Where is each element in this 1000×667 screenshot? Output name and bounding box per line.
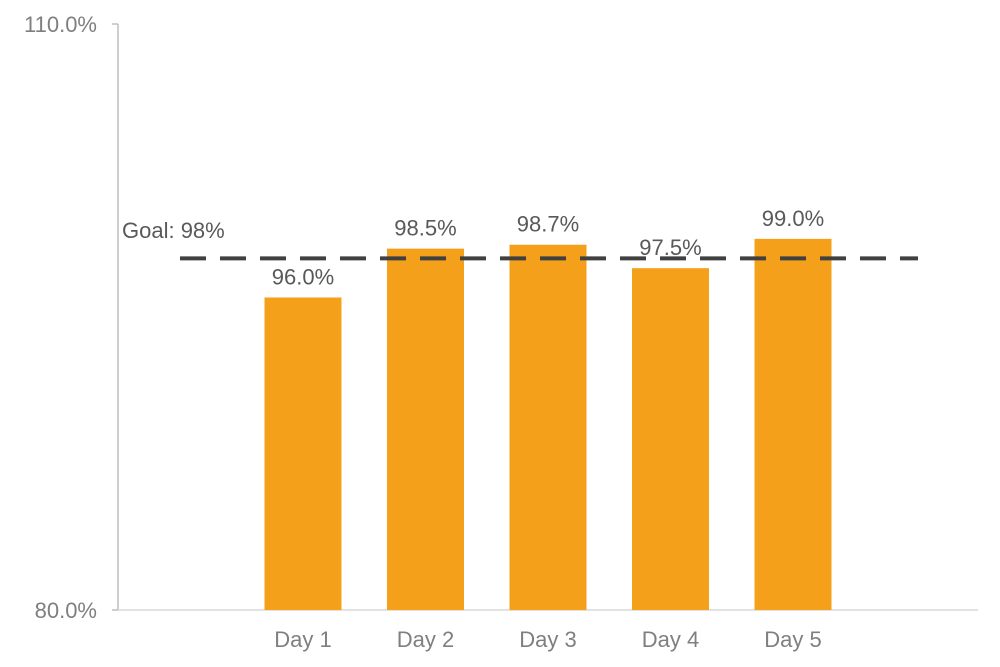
bar [264, 297, 342, 610]
data-label: 98.5% [394, 216, 456, 241]
goal-label: Goal: 98% [122, 218, 225, 243]
data-label: 99.0% [762, 206, 824, 231]
y-tick-label: 80.0% [35, 598, 97, 623]
bar [387, 248, 464, 610]
bar [509, 244, 587, 610]
x-tick-label: Day 4 [642, 627, 699, 652]
bar-group [264, 238, 832, 610]
bar [632, 268, 709, 610]
x-tick-label: Day 1 [274, 627, 331, 652]
bar [754, 238, 832, 610]
x-tick-label-group: Day 1 Day 2 Day 3 Day 4 Day 5 [274, 627, 821, 652]
y-tick-group: 80.0% 110.0% [24, 12, 118, 623]
x-tick-label: Day 5 [764, 627, 821, 652]
data-label: 97.5% [639, 235, 701, 260]
x-tick-label: Day 3 [519, 627, 576, 652]
data-label: 96.0% [272, 264, 334, 289]
x-tick-label: Day 2 [397, 627, 454, 652]
value-label-group: 96.0% 98.5% 98.7% 97.5% 99.0% [272, 206, 824, 290]
data-label: 98.7% [517, 212, 579, 237]
y-tick-label: 110.0% [24, 12, 97, 37]
